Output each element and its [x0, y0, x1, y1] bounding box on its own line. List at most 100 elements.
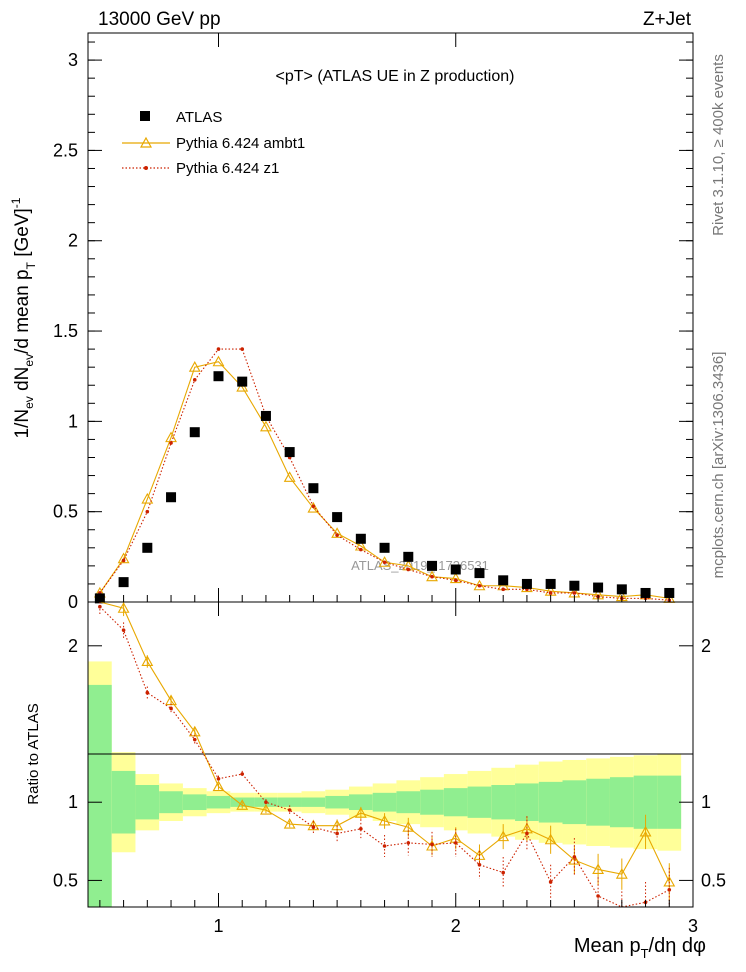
green-band-bin	[420, 789, 444, 815]
ratio-ambt1-point	[354, 807, 367, 818]
legend-marker-z1	[144, 166, 148, 170]
ambt1-point	[212, 355, 225, 367]
atlas-point	[284, 447, 295, 458]
main-panel: <pT> (ATLAS UE in Z production) ATLAS_20…	[9, 32, 694, 612]
ratio-z1-point	[335, 831, 339, 836]
z1-point	[359, 547, 363, 552]
atlas-point	[355, 533, 366, 544]
ratio-z1-point	[98, 604, 102, 609]
ambt1-point	[283, 471, 296, 482]
mcplots-label: mcplots.cern.ch [arXiv:1306.3436]	[710, 352, 727, 579]
ratio-ytick-label: 2	[68, 636, 78, 656]
ratio-ambt1-point	[592, 863, 605, 875]
ratio-z1-point	[477, 862, 482, 867]
main-ytick-label: 1.5	[53, 321, 78, 341]
ratio-panel: 0.5 0.5 1 1 2 2 1 2 3 Ratio to ATLAS Mean pT/dη …	[25, 33, 726, 961]
atlas-point	[379, 542, 390, 553]
green-band-bin	[586, 778, 610, 826]
ratio-ambt1-point	[473, 849, 486, 860]
green-band-bin	[301, 797, 326, 807]
ratio-ytick-label-right: 0.5	[701, 870, 726, 890]
legend-marker-atlas	[140, 111, 150, 121]
z1-point	[477, 583, 482, 588]
atlas-point	[403, 551, 414, 562]
ratio-ambt1-point	[260, 803, 272, 815]
green-band-bin	[277, 797, 302, 807]
main-ytick-label: 2	[68, 231, 78, 251]
green-band-bin	[562, 780, 587, 825]
ratio-ytick-label: 0.5	[53, 870, 78, 890]
ratio-z1-point	[430, 842, 434, 847]
ratio-z1-point	[667, 887, 672, 892]
z1-point	[240, 347, 245, 351]
ratio-xtick-label: 3	[688, 916, 698, 936]
green-band-bin	[443, 788, 468, 817]
main-y-axis-label: 1/Nev dNev/d mean pT [GeV]-1	[9, 197, 38, 438]
atlas-point	[189, 427, 200, 438]
z1-point	[192, 378, 197, 382]
ratio-z1-line	[99, 606, 670, 908]
z1-point	[335, 533, 339, 537]
z1-point	[145, 509, 150, 514]
z1-point	[572, 591, 577, 595]
green-band-bin	[372, 792, 397, 812]
ratio-ambt1-point	[117, 602, 130, 613]
atlas-point	[450, 564, 461, 575]
main-ytick-label: 3	[68, 50, 78, 70]
atlas-point	[260, 410, 271, 421]
ratio-z1-point	[264, 800, 268, 805]
atlas-point	[498, 575, 509, 586]
atlas-point	[640, 587, 651, 598]
ambt1-point	[141, 492, 154, 504]
atlas-point	[664, 587, 675, 598]
main-title: <pT> (ATLAS UE in Z production)	[276, 68, 515, 85]
main-ytick-label: 1	[68, 411, 78, 431]
ratio-z1-point	[121, 628, 126, 632]
ratio-ambt1-point	[544, 833, 557, 845]
ratio-z1-point	[145, 690, 150, 695]
green-band-bin	[206, 795, 231, 809]
legend-label-z1: Pythia 6.424 z1	[176, 160, 279, 177]
atlas-point	[474, 568, 485, 579]
z1-point	[311, 504, 316, 509]
ambt1-point	[117, 552, 130, 564]
ratio-z1-point	[501, 870, 505, 875]
legend-marker-ambt1	[139, 136, 153, 148]
green-band-bin	[609, 777, 634, 828]
green-band-bin	[467, 786, 492, 818]
ratio-z1-point	[359, 826, 363, 831]
ratio-z1-point	[596, 894, 600, 898]
main-ytick-label: 0	[68, 592, 78, 612]
legend-label-ambt1: Pythia 6.424 ambt1	[176, 135, 305, 152]
ratio-z1-point	[192, 737, 197, 742]
green-band-bin	[491, 785, 516, 820]
ratio-ytick-label: 1	[68, 792, 78, 812]
green-band-bin	[657, 775, 682, 829]
atlas-point	[616, 584, 627, 595]
header-right: Z+Jet	[643, 9, 692, 30]
atlas-point	[308, 483, 319, 494]
ratio-ambt1-point	[283, 817, 296, 829]
ratio-z1-point	[453, 841, 458, 845]
ratio-z1-point	[382, 844, 387, 848]
green-band-bin	[325, 795, 349, 809]
ratio-z1-point	[311, 825, 316, 830]
atlas-point	[213, 371, 224, 382]
green-band-bin	[538, 781, 563, 823]
ratio-ambt1-point	[497, 830, 510, 842]
ratio-ambt1-point	[141, 655, 154, 666]
main-y-ticks: 0 0.5 1 1.5 2 2.5 3	[53, 41, 693, 612]
green-band-bin	[182, 794, 207, 811]
atlas-point	[593, 582, 604, 593]
atlas-point	[521, 578, 532, 589]
green-band-bin	[159, 791, 183, 814]
ratio-z1-point	[169, 706, 173, 711]
z1-point	[169, 441, 173, 445]
ambt1-point	[188, 361, 201, 372]
ratio-z1-point	[572, 855, 577, 859]
ratio-z1-point	[525, 831, 529, 836]
z1-point	[382, 560, 387, 565]
ratio-ytick-label-right: 2	[701, 636, 711, 656]
green-band-bin	[111, 770, 136, 834]
